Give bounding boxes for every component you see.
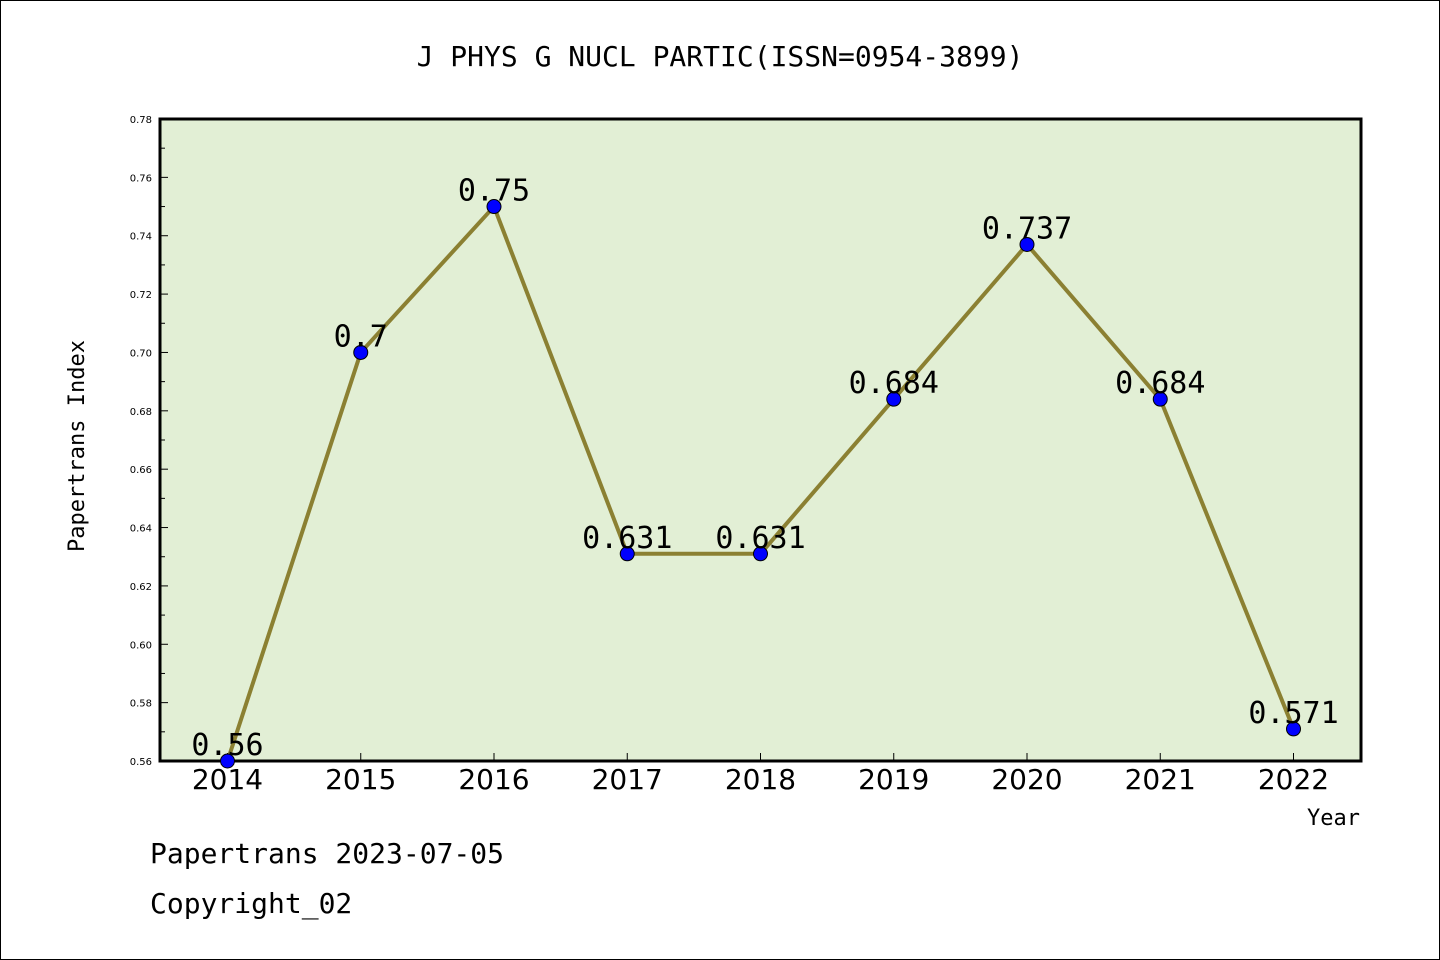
y-axis: 0.56 0.58 0.60 0.62 0.64 0.66 0.68 0.70 0.72 0.74… bbox=[130, 115, 168, 768]
y-axis-label: Papertrans Index bbox=[65, 340, 90, 552]
x-tick-label: 2016 bbox=[458, 763, 529, 796]
x-tick-label: 2021 bbox=[1125, 763, 1196, 796]
chart-title: J PHYS G NUCL PARTIC(ISSN=0954-3899) bbox=[417, 40, 1024, 73]
data-label-group: 0.56 0.7 0.75 0.631 0.631 0.684 0.737 0.684 0.57… bbox=[191, 174, 1338, 763]
data-label: 0.631 bbox=[582, 521, 672, 556]
data-label: 0.75 bbox=[458, 174, 530, 209]
data-label: 0.737 bbox=[982, 211, 1072, 246]
y-tick-label: 0.64 bbox=[130, 524, 152, 535]
y-tick-label: 0.58 bbox=[130, 699, 152, 710]
data-point-marker bbox=[1286, 721, 1301, 737]
y-tick-label: 0.74 bbox=[130, 232, 152, 243]
data-point-marker bbox=[886, 391, 902, 407]
y-tick-label: 0.66 bbox=[130, 465, 152, 476]
footer-date: Papertrans 2023-07-05 bbox=[150, 837, 504, 870]
marker-group bbox=[220, 199, 1301, 769]
x-tick-label: 2019 bbox=[858, 763, 929, 796]
x-tick-label: 2018 bbox=[725, 763, 796, 796]
data-label: 0.56 bbox=[191, 728, 263, 763]
x-axis-label: Year bbox=[1307, 806, 1360, 831]
data-point-marker bbox=[619, 546, 635, 562]
data-point-marker bbox=[1019, 236, 1035, 252]
x-tick-label: 2015 bbox=[325, 763, 396, 796]
data-label: 0.7 bbox=[334, 319, 388, 354]
y-tick-label: 0.68 bbox=[130, 407, 152, 418]
data-label: 0.684 bbox=[1115, 366, 1205, 401]
plot-area bbox=[158, 117, 1363, 763]
x-tick-label: 2022 bbox=[1258, 763, 1329, 796]
data-point-marker bbox=[353, 344, 369, 360]
data-label: 0.631 bbox=[715, 521, 805, 556]
y-tick-label: 0.70 bbox=[130, 348, 152, 359]
x-tick-label: 2020 bbox=[991, 763, 1062, 796]
data-label: 0.684 bbox=[849, 366, 939, 401]
data-label: 0.571 bbox=[1248, 696, 1338, 731]
x-tick-label: 2017 bbox=[592, 763, 663, 796]
footer-copyright: Copyright_02 bbox=[150, 887, 352, 921]
y-tick-label: 0.56 bbox=[130, 757, 152, 768]
data-point-marker bbox=[753, 546, 768, 562]
y-tick-label: 0.60 bbox=[130, 640, 152, 651]
data-point-marker bbox=[486, 199, 502, 215]
y-tick-label: 0.72 bbox=[130, 290, 152, 301]
data-point-marker bbox=[220, 753, 235, 769]
y-tick-label: 0.78 bbox=[130, 115, 152, 126]
y-tick-label: 0.62 bbox=[130, 582, 152, 593]
data-point-marker bbox=[1152, 391, 1168, 407]
y-tick-label: 0.76 bbox=[130, 173, 152, 184]
